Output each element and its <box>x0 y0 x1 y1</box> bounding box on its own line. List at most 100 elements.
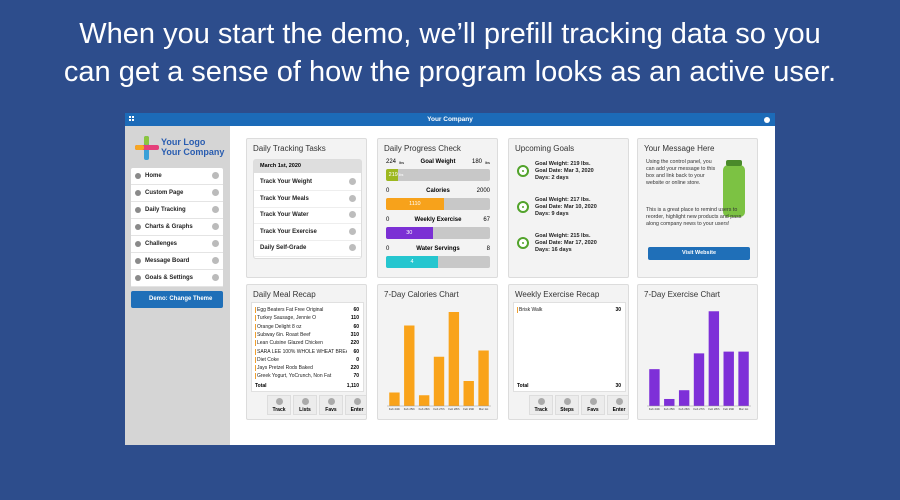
nav-arrow <box>212 257 219 264</box>
message-text: Using the control panel, you can add you… <box>646 159 716 186</box>
nav-item[interactable]: Charts & Graphs <box>131 219 223 236</box>
task-label: Track Your Meals <box>260 195 309 202</box>
nav-item[interactable]: Message Board <box>131 253 223 270</box>
total-label: Total <box>255 383 267 389</box>
goal-icon-center <box>522 170 524 172</box>
tracking-tasks-card: Daily Tracking Tasks March 1st, 2020 Track… <box>246 138 367 278</box>
dashboard: Daily Tracking Tasks March 1st, 2020 Track… <box>230 126 775 445</box>
recap-button[interactable]: Enter <box>345 395 366 415</box>
info-icon[interactable] <box>763 116 771 124</box>
nav-item[interactable]: Home <box>131 168 223 185</box>
button-label: Favs <box>325 407 337 413</box>
button-label: Lists <box>299 407 311 413</box>
check-icon <box>349 178 356 185</box>
nav-label: Charts & Graphs <box>145 224 193 230</box>
logo-line: Your Company <box>161 147 225 157</box>
recap-table: Egg Beaters Fat Free Original 60 Turkey Sa… <box>251 302 364 392</box>
task-row[interactable]: Track Your Weight <box>254 174 361 191</box>
progress-track: 1110 <box>386 198 490 210</box>
progress-labels: 0 Calories 2000 <box>386 188 490 197</box>
message-card: Your Message Here Using the control panel… <box>637 138 758 278</box>
goal-line: Days: 9 days <box>535 211 569 217</box>
nav-label: Challenges <box>145 241 178 247</box>
progress-value: 4 <box>386 259 438 265</box>
progress-label: Water Servings <box>416 246 460 252</box>
nav-item[interactable]: Daily Tracking <box>131 202 223 219</box>
unit: lbs <box>398 173 404 177</box>
x-tick-label: Feb 26th <box>679 407 690 411</box>
progress-label: Weekly Exercise <box>414 217 462 223</box>
item-value: 60 <box>353 323 359 330</box>
theme-button[interactable]: Demo: Change Theme <box>131 291 223 308</box>
recap-button[interactable]: Enter <box>607 395 628 415</box>
nav-item[interactable]: Challenges <box>131 236 223 253</box>
chart-card: 7-Day Exercise Chart Feb 24th Feb 25th Feb … <box>637 284 758 420</box>
recap-button[interactable]: Track <box>529 395 553 415</box>
bar <box>649 369 660 406</box>
company-name: Your Company <box>427 116 473 123</box>
end-value: 180 <box>471 159 482 165</box>
total-label: Total <box>517 383 529 389</box>
card-title: Upcoming Goals <box>515 144 575 153</box>
item-name: Lean Cuisine Glazed Chicken <box>255 340 347 347</box>
task-row[interactable]: Track Your Exercise <box>254 224 361 241</box>
logo-text: Your Logo Your Company <box>161 137 224 157</box>
recap-button[interactable]: Favs <box>319 395 343 415</box>
progress-track: 4 <box>386 256 490 268</box>
start-value: 0 <box>386 217 390 223</box>
progress-card: Daily Progress Check 224 lbs Goal Weight 180… <box>377 138 498 278</box>
progress-label: Goal Weight <box>420 159 456 165</box>
task-label: Track Your Weight <box>260 179 313 185</box>
recap-button[interactable]: Steps <box>555 395 579 415</box>
item-value: 60 <box>353 348 359 355</box>
bar <box>448 312 460 406</box>
card-title: Daily Tracking Tasks <box>253 144 326 153</box>
task-row[interactable]: Daily Self-Grade <box>254 240 361 258</box>
button-icon <box>354 398 361 405</box>
bar <box>723 351 734 406</box>
nav-arrow <box>212 189 219 196</box>
recap-button[interactable]: Favs <box>581 395 605 415</box>
item-name: Egg Beaters Fat Free Original <box>255 307 347 313</box>
button-label: Track <box>272 407 286 413</box>
task-label: Track Your Exercise <box>260 228 317 235</box>
progress-label: Calories <box>426 188 450 194</box>
top-bar: Your Company <box>125 113 775 126</box>
x-tick-label: Feb 28th <box>708 407 719 411</box>
menu-icon[interactable] <box>129 116 137 124</box>
item-name: SARA LEE 100% WHOLE WHEAT BREAI <box>255 348 347 355</box>
progress-value: 30 <box>386 230 433 236</box>
recap-button[interactable]: Lists <box>293 395 317 415</box>
goal-icon <box>517 201 529 213</box>
nav-item[interactable]: Custom Page <box>131 185 223 202</box>
progress-track: 30 <box>386 227 490 239</box>
goal-icon-center <box>522 206 524 208</box>
button-icon <box>538 398 545 405</box>
card-title: 7-Day Exercise Chart <box>644 290 721 299</box>
nav-label: Goals & Settings <box>145 275 194 281</box>
bottle-cap <box>726 160 742 166</box>
nav-menu: Home Custom Page Daily Tracking Charts & Gr… <box>131 168 223 287</box>
logo-icon <box>135 136 159 160</box>
meal_recap-card: Daily Meal Recap Egg Beaters Fat Free Ori… <box>246 284 367 420</box>
value-number: 4 <box>410 259 414 265</box>
button-label: Favs <box>587 407 599 413</box>
x-tick-label: Feb 24th <box>389 407 400 411</box>
progress-labels: 0 Weekly Exercise 67 <box>386 217 490 226</box>
unit: lbs <box>484 160 490 165</box>
goal-line: Goal Weight: 217 lbs. <box>535 197 591 203</box>
progress-labels: 224 lbs Goal Weight 180 lbs <box>386 159 490 168</box>
task-row[interactable]: Track Your Water <box>254 207 361 225</box>
nav-item[interactable]: Goals & Settings <box>131 270 223 287</box>
bar <box>463 381 474 406</box>
chart: Feb 24th Feb 25th Feb 26th Feb 27th Feb 28th… <box>647 311 751 411</box>
item-name: Subway 6in. Roast Beef <box>255 331 347 338</box>
item-value: 0 <box>356 356 359 363</box>
tasks-box: March 1st, 2020 Track Your Weight Track Yo… <box>253 159 362 259</box>
nav-label: Home <box>145 173 162 179</box>
task-row[interactable]: Track Your Meals <box>254 191 361 208</box>
visit-button[interactable]: Visit Website <box>648 247 750 260</box>
card-title: Daily Meal Recap <box>253 290 316 299</box>
recap-button[interactable]: Track <box>267 395 291 415</box>
